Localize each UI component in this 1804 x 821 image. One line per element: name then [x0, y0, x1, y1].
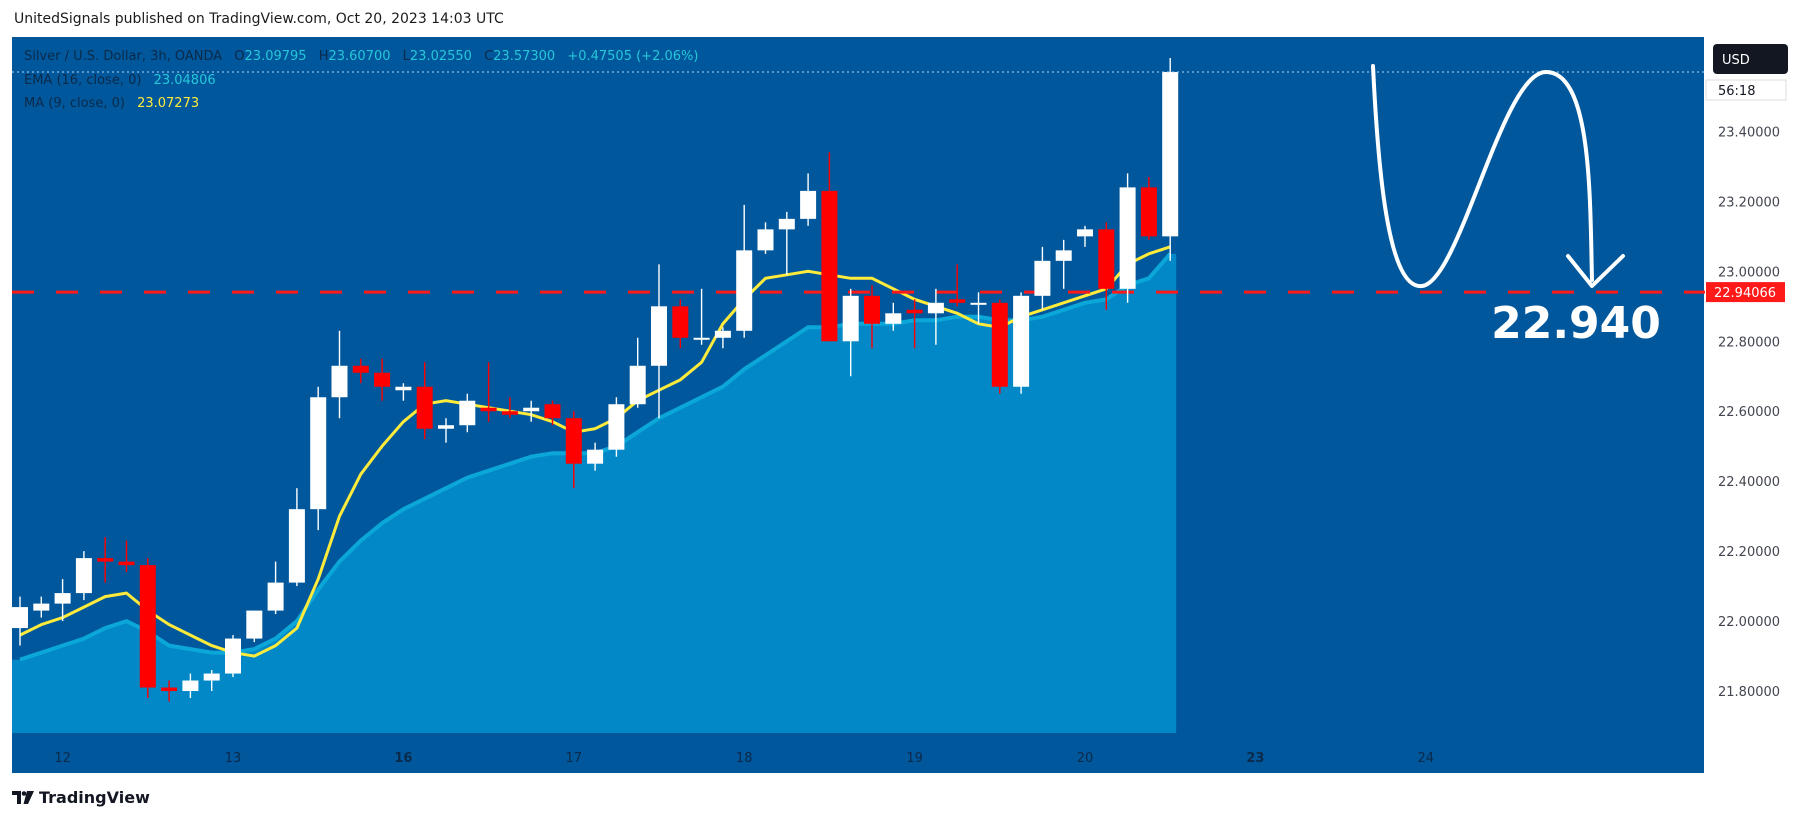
currency-label: USD: [1722, 53, 1750, 68]
candle-body: [736, 250, 753, 331]
ohlc-legend: Silver / U.S. Dollar, 3h, OANDA O23.0979…: [24, 49, 698, 64]
candle-body: [438, 425, 454, 429]
ema-legend: EMA (16, close, 0) 23.04806: [24, 73, 216, 88]
price-tick-label: 23.40000: [1718, 125, 1780, 140]
bar-countdown: 56:18: [1718, 84, 1755, 99]
candle-body: [480, 407, 497, 412]
time-tick-label: 17: [566, 751, 583, 766]
candle-body: [288, 509, 305, 583]
arrow-head-icon: [1566, 254, 1625, 288]
candle-body: [885, 313, 902, 324]
price-axis-background: [1705, 37, 1795, 773]
candle-body: [544, 404, 561, 419]
time-tick-label: 24: [1418, 751, 1435, 766]
candle-body: [352, 365, 369, 373]
candle-body: [97, 558, 114, 562]
level-price-box: [1706, 282, 1785, 303]
projection-path: [1371, 64, 1594, 289]
candle-body: [970, 302, 987, 305]
price-tick-label: 22.80000: [1718, 335, 1780, 350]
candle-body: [651, 306, 667, 366]
tradingview-icon: [12, 791, 34, 804]
brand-name: TradingView: [39, 788, 150, 807]
candle-body: [1055, 250, 1072, 261]
candle-body: [800, 190, 817, 219]
countdown-box: [1705, 79, 1787, 101]
candle-body: [246, 610, 263, 639]
time-tick-label: 13: [225, 751, 242, 766]
candle-body: [374, 372, 391, 387]
time-tick-label: 19: [906, 751, 923, 766]
candle-body: [139, 565, 156, 688]
candle-body: [54, 593, 71, 604]
price-tick-label: 23.20000: [1718, 195, 1780, 210]
candle-body: [1162, 71, 1179, 237]
candle-body: [161, 687, 178, 692]
candle-body: [459, 400, 476, 426]
candle-body: [310, 397, 327, 510]
price-tick-label: 23.00000: [1718, 265, 1780, 280]
candle-body: [587, 449, 604, 464]
candle-body: [33, 603, 50, 611]
time-tick-label: 12: [54, 751, 71, 766]
candle-body: [267, 582, 284, 611]
candle-body: [1140, 187, 1157, 237]
candle-body: [629, 365, 646, 405]
candle-body: [75, 558, 92, 594]
candle-body: [693, 337, 710, 340]
tradingview-logo[interactable]: TradingView: [12, 788, 150, 807]
price-tick-label: 22.00000: [1718, 615, 1780, 630]
level-price-label: 22.94066: [1714, 286, 1776, 301]
candle-body: [842, 295, 859, 342]
candle-body: [523, 407, 540, 412]
candle-body: [949, 299, 966, 303]
price-tick-label: 22.20000: [1718, 545, 1780, 560]
ma-legend: MA (9, close, 0) 23.07273: [24, 96, 199, 111]
price-axis-ticks: 23.40000 23.20000 23.00000 22.80000 22.60000…: [1718, 125, 1780, 700]
candle-body: [927, 302, 944, 314]
candle-body: [1013, 295, 1030, 387]
candle-body: [395, 386, 412, 391]
candle-body: [608, 404, 625, 450]
time-axis-ticks: 12 13 16 17 18 19 20 23 24: [54, 751, 1434, 766]
time-tick-label: 23: [1246, 751, 1264, 766]
candles: [12, 57, 1179, 702]
candle-body: [778, 218, 795, 230]
candle-body: [1098, 229, 1115, 289]
candle-body: [906, 309, 923, 314]
candle-body: [203, 673, 220, 681]
candle-body: [1077, 229, 1093, 237]
candle-body: [1119, 187, 1136, 289]
price-tick-label: 22.40000: [1718, 475, 1780, 490]
target-price-label: 22.940: [1491, 298, 1661, 349]
candle-body: [821, 190, 838, 342]
candle-body: [501, 411, 518, 415]
candle-body: [672, 306, 689, 338]
candle-body: [565, 418, 582, 464]
candle-body: [714, 330, 731, 338]
candle-body: [416, 386, 433, 429]
time-tick-label: 20: [1077, 751, 1094, 766]
candle-body: [118, 561, 135, 566]
candle-body: [182, 680, 199, 692]
time-tick-label: 18: [736, 751, 753, 766]
candle-body: [331, 365, 348, 398]
candle-body: [757, 229, 774, 251]
candle-body: [1034, 260, 1051, 296]
currency-button[interactable]: [1713, 44, 1788, 74]
ma-line: [19, 245, 1171, 658]
time-tick-label: 16: [394, 751, 412, 766]
publisher-caption: UnitedSignals published on TradingView.c…: [14, 11, 504, 27]
candle-body: [991, 302, 1008, 387]
price-tick-label: 22.60000: [1718, 405, 1780, 420]
price-tick-label: 21.80000: [1718, 685, 1780, 700]
candle-body: [12, 607, 28, 629]
candle-body: [225, 638, 241, 674]
candle-body: [864, 295, 880, 324]
